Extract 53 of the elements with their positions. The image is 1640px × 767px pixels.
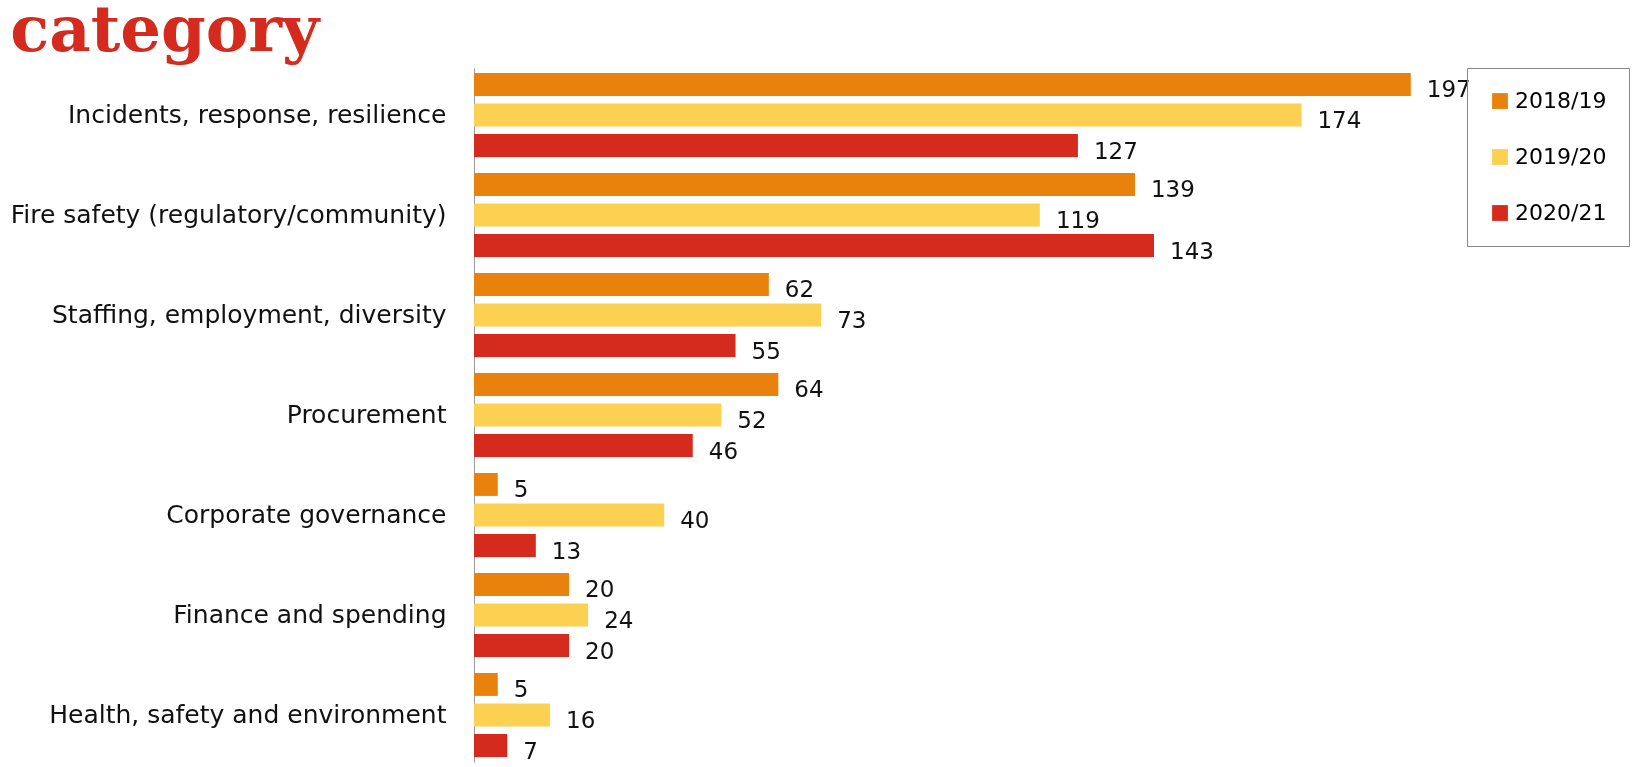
legend-label: 2018/19 <box>1515 88 1607 113</box>
y-tick-label: Fire safety (regulatory/community) <box>10 200 447 229</box>
y-tick-label: Incidents, response, resilience <box>68 100 447 129</box>
bar <box>474 503 665 527</box>
bar <box>474 403 722 427</box>
data-label: 62 <box>784 276 815 303</box>
data-label: 64 <box>794 376 824 403</box>
data-label: 13 <box>551 537 582 564</box>
bar <box>474 634 570 657</box>
data-label: 40 <box>680 507 710 533</box>
legend-label: 2019/20 <box>1515 144 1607 169</box>
bar <box>474 103 1302 127</box>
data-label: 52 <box>737 407 767 433</box>
data-label: 73 <box>837 307 867 333</box>
legend-label: 2020/21 <box>1515 200 1607 225</box>
bar <box>474 134 1078 157</box>
chart-title: category <box>10 0 322 66</box>
y-tick-label: Procurement <box>286 400 447 429</box>
y-tick-label: Corporate governance <box>166 500 447 529</box>
bar <box>474 434 693 457</box>
data-label: 127 <box>1093 137 1138 164</box>
y-tick-label: Staffing, employment, diversity <box>51 300 447 329</box>
bar <box>474 703 551 727</box>
bar <box>474 734 508 757</box>
data-label: 143 <box>1170 237 1214 264</box>
bar <box>474 303 822 327</box>
data-label: 55 <box>751 337 781 364</box>
bar <box>474 673 498 696</box>
bar <box>474 273 769 296</box>
bar <box>474 373 779 396</box>
data-label: 197 <box>1426 76 1471 103</box>
y-tick-label: Finance and spending <box>173 600 447 629</box>
bar <box>474 473 498 496</box>
bar <box>474 234 1155 257</box>
data-label: 16 <box>566 707 596 733</box>
data-label: 174 <box>1317 107 1362 133</box>
bar <box>474 334 736 357</box>
data-label: 24 <box>604 607 634 633</box>
data-label: 119 <box>1055 207 1100 233</box>
data-label: 139 <box>1150 176 1195 203</box>
bar <box>474 573 570 596</box>
bar <box>474 173 1135 196</box>
bar <box>474 603 589 627</box>
data-label: 20 <box>585 637 615 664</box>
bar <box>474 534 536 557</box>
y-tick-label: Health, safety and environment <box>49 700 447 729</box>
data-label: 20 <box>585 576 615 603</box>
bar <box>474 73 1411 96</box>
bar <box>474 203 1040 227</box>
data-label: 5 <box>513 676 529 703</box>
data-label: 5 <box>513 476 529 503</box>
data-label: 46 <box>708 437 739 464</box>
data-label: 7 <box>523 737 538 764</box>
